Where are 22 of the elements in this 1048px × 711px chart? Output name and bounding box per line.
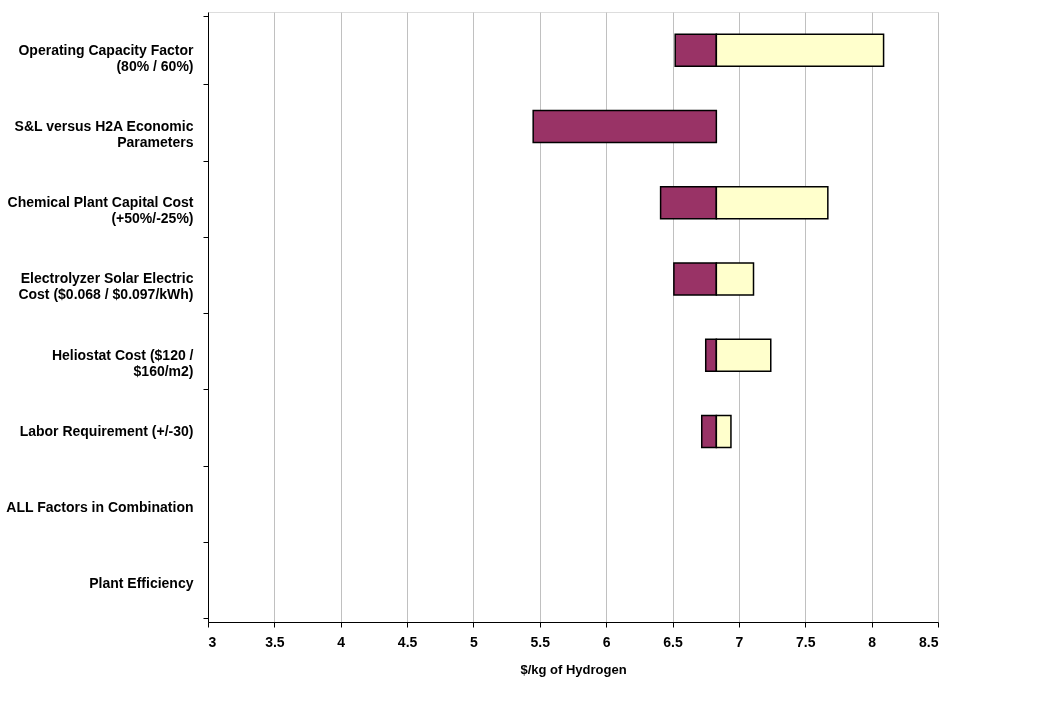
y-tick-label: Heliostat Cost ($120 / $160/m2)	[51, 346, 194, 379]
x-tick-label: 7	[735, 633, 744, 650]
x-tick-label: 6	[602, 633, 611, 650]
x-tick-label: 8.5	[919, 633, 939, 650]
x-tick-label: 3	[208, 633, 217, 650]
y-tick-label: Labor Requirement (+/-30)	[19, 422, 194, 439]
bar	[532, 109, 718, 144]
x-axis-title: $/kg of Hydrogen	[520, 661, 627, 677]
x-tick-label: 5	[470, 633, 479, 650]
x-tick-label: 3.5	[265, 633, 285, 650]
y-tick-label: S&L versus H2A Economic Parameters	[14, 117, 194, 150]
y-tick-label: ALL Factors in Combination	[6, 499, 194, 516]
x-tick-label: 8	[868, 633, 877, 650]
x-tick-label: 4	[337, 633, 346, 650]
y-tick-label: Plant Efficiency	[89, 575, 194, 592]
y-tick-label: Electrolyzer Solar Electric Cost ($0.068 / $0.097/kWh)	[18, 270, 194, 303]
y-tick-label: Operating Capacity Factor (80% / 60%)	[18, 41, 195, 74]
x-tick-label: 5.5	[530, 633, 551, 650]
x-tick-label: 4.5	[397, 633, 418, 650]
y-tick-label: Chemical Plant Capital Cost (+50%/-25%)	[7, 194, 194, 227]
x-tick-label: 7.5	[796, 633, 816, 650]
x-tick-label: 6.5	[663, 633, 683, 650]
